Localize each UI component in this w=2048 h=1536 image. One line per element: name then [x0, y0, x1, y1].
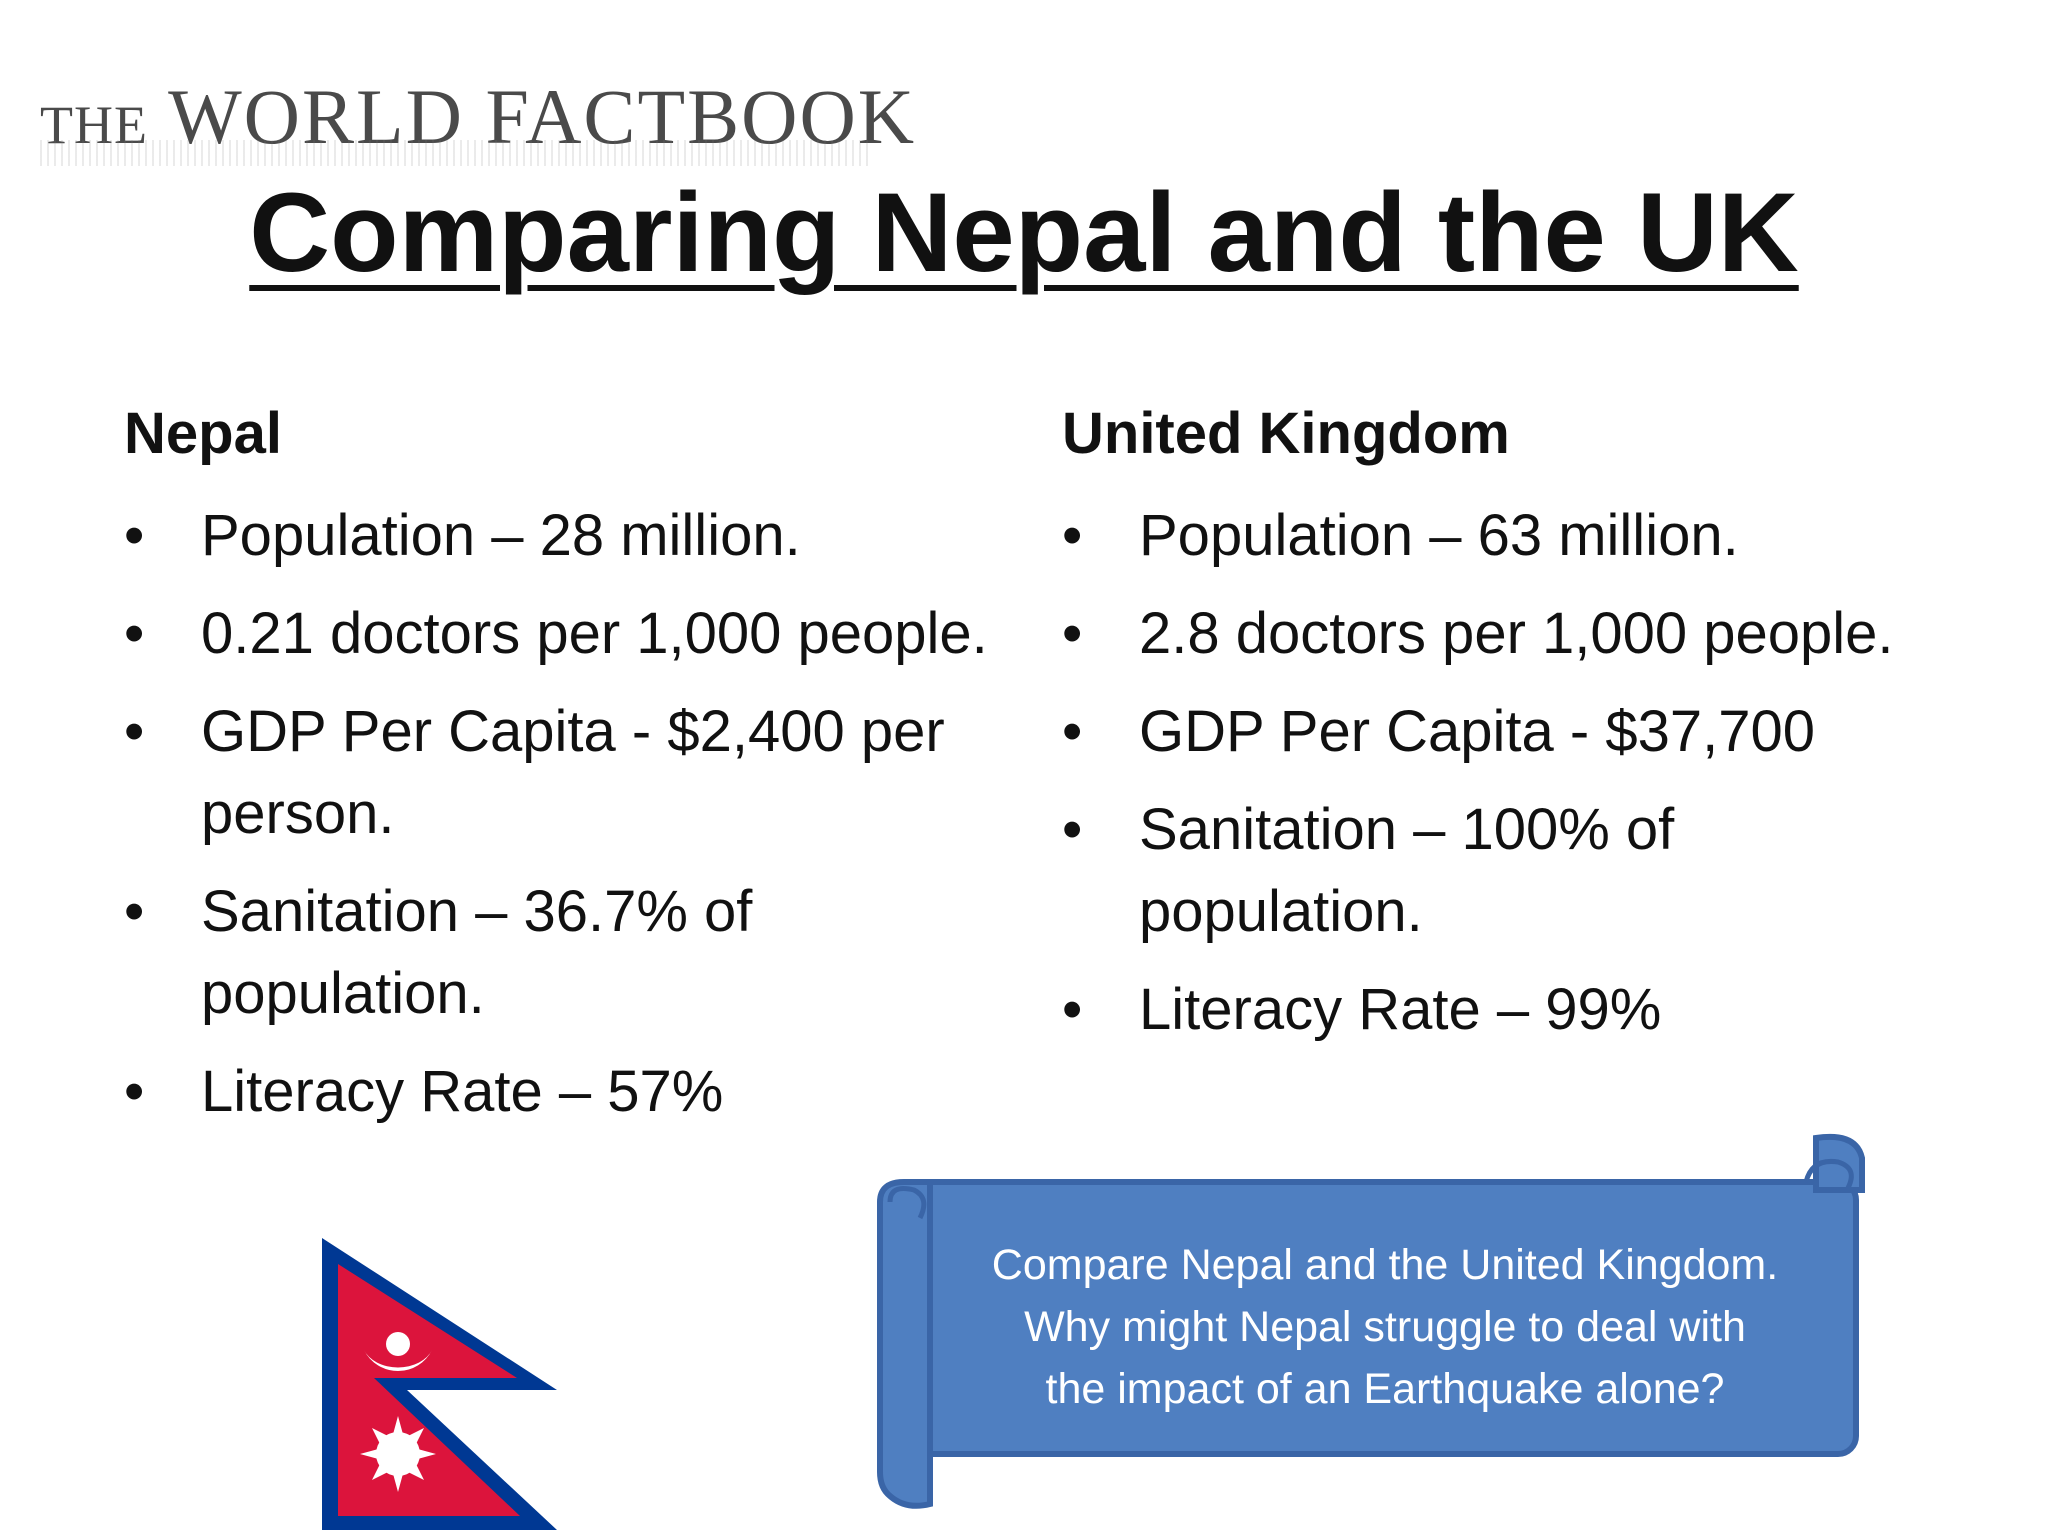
fact-text: 0.21 doctors per 1,000 people.	[201, 601, 988, 666]
logo-reflection	[40, 140, 870, 166]
fact-text: 2.8 doctors per 1,000 people.	[1139, 601, 1894, 666]
fact-text: Sanitation – 36.7% of population.	[201, 879, 753, 1026]
fact-text: GDP Per Capita - $2,400 per person.	[201, 699, 945, 846]
list-item: • GDP Per Capita - $37,700	[1062, 691, 1942, 773]
bullet-icon: •	[124, 503, 145, 568]
nepal-heading: Nepal	[124, 401, 282, 466]
fact-text: Literacy Rate – 99%	[1139, 977, 1662, 1042]
list-item: • Population – 28 million.	[124, 495, 1004, 577]
bullet-icon: •	[1062, 977, 1083, 1042]
list-item: • 0.21 doctors per 1,000 people.	[124, 593, 1004, 675]
bullet-icon: •	[1062, 601, 1083, 666]
list-item: • 2.8 doctors per 1,000 people.	[1062, 593, 1942, 675]
list-item: • GDP Per Capita - $2,400 per person.	[124, 691, 1004, 855]
nepal-column: Nepal • Population – 28 million. • 0.21 do…	[124, 400, 1004, 1149]
world-factbook-logo: THE WORLD FACTBOOK	[40, 72, 916, 162]
bullet-icon: •	[1062, 699, 1083, 764]
logo-prefix: THE	[40, 95, 148, 155]
fact-text: GDP Per Capita - $37,700	[1139, 699, 1815, 764]
callout-line: the impact of an Earthquake alone?	[1045, 1365, 1725, 1413]
bullet-icon: •	[1062, 797, 1083, 862]
uk-facts-list: • Population – 63 million. • 2.8 doctors p…	[1062, 495, 1942, 1051]
bullet-icon: •	[124, 1059, 145, 1124]
uk-column: United Kingdom • Population – 63 million.…	[1062, 400, 1942, 1067]
slide-title: Comparing Nepal and the UK	[249, 170, 1799, 295]
list-item: • Sanitation – 100% of population.	[1062, 789, 1942, 953]
bullet-icon: •	[124, 879, 145, 944]
logo-main: WORLD FACTBOOK	[168, 73, 917, 160]
bullet-icon: •	[124, 601, 145, 666]
bullet-icon: •	[1062, 503, 1083, 568]
fact-text: Population – 63 million.	[1139, 503, 1739, 568]
callout-line: Why might Nepal struggle to deal with	[1024, 1303, 1746, 1351]
uk-heading: United Kingdom	[1062, 401, 1510, 466]
nepal-flag-icon	[322, 1238, 557, 1530]
list-item: • Literacy Rate – 99%	[1062, 969, 1942, 1051]
fact-text: Literacy Rate – 57%	[201, 1059, 724, 1124]
callout-text: Compare Nepal and the United Kingdom. Wh…	[920, 1234, 1850, 1420]
callout-line: Compare Nepal and the United Kingdom.	[991, 1241, 1779, 1289]
list-item: • Population – 63 million.	[1062, 495, 1942, 577]
list-item: • Sanitation – 36.7% of population.	[124, 871, 1004, 1035]
list-item: • Literacy Rate – 57%	[124, 1051, 1004, 1133]
callout-scroll-banner	[877, 1134, 1865, 1509]
fact-text: Sanitation – 100% of population.	[1139, 797, 1675, 944]
nepal-facts-list: • Population – 28 million. • 0.21 doctors …	[124, 495, 1004, 1133]
bullet-icon: •	[124, 699, 145, 764]
fact-text: Population – 28 million.	[201, 503, 801, 568]
